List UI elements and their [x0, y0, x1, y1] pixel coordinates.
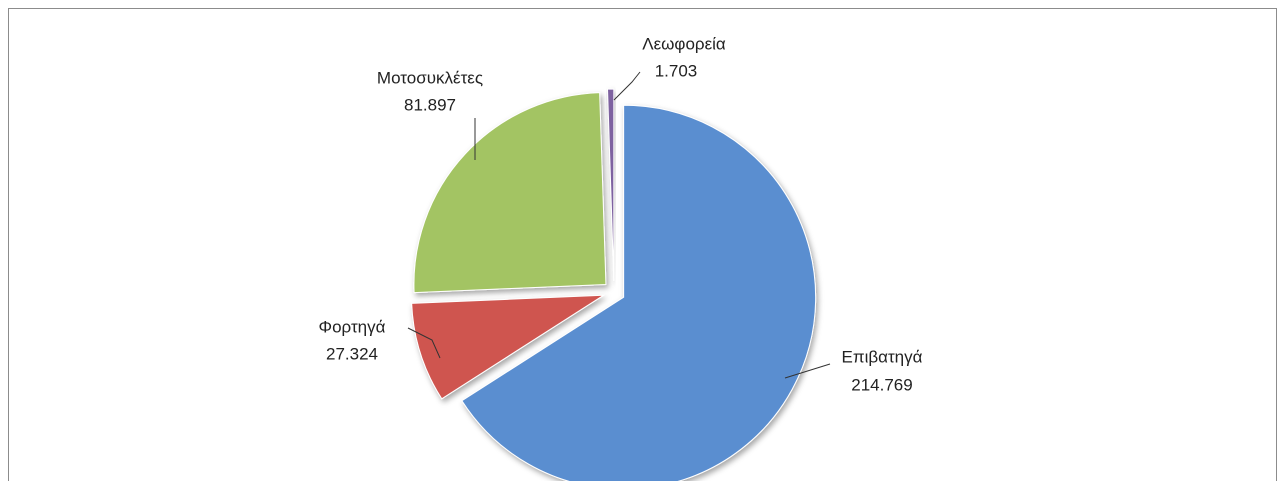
pie-slice [411, 294, 606, 400]
slice-label: Φορτηγά [319, 317, 386, 336]
pie-slice [606, 88, 615, 282]
value-label: 1.703 [655, 61, 698, 80]
value-label: 27.324 [326, 344, 378, 363]
labels: Επιβατηγά 214.769 Φορτηγά 27.324 Μοτοσυκλέτε… [319, 34, 923, 394]
pie [411, 88, 817, 481]
slice-label: Λεωφορεία [642, 34, 726, 53]
pie-slice [461, 104, 817, 481]
leader-line [613, 71, 641, 101]
value-label: 214.769 [851, 375, 912, 394]
slice-label: Επιβατηγά [842, 347, 923, 366]
slice-label: Μοτοσυκλέτες [377, 68, 483, 87]
value-label: 81.897 [404, 95, 456, 114]
pie-slice [413, 92, 607, 294]
leader-line [407, 327, 441, 359]
leader-line [784, 363, 831, 379]
